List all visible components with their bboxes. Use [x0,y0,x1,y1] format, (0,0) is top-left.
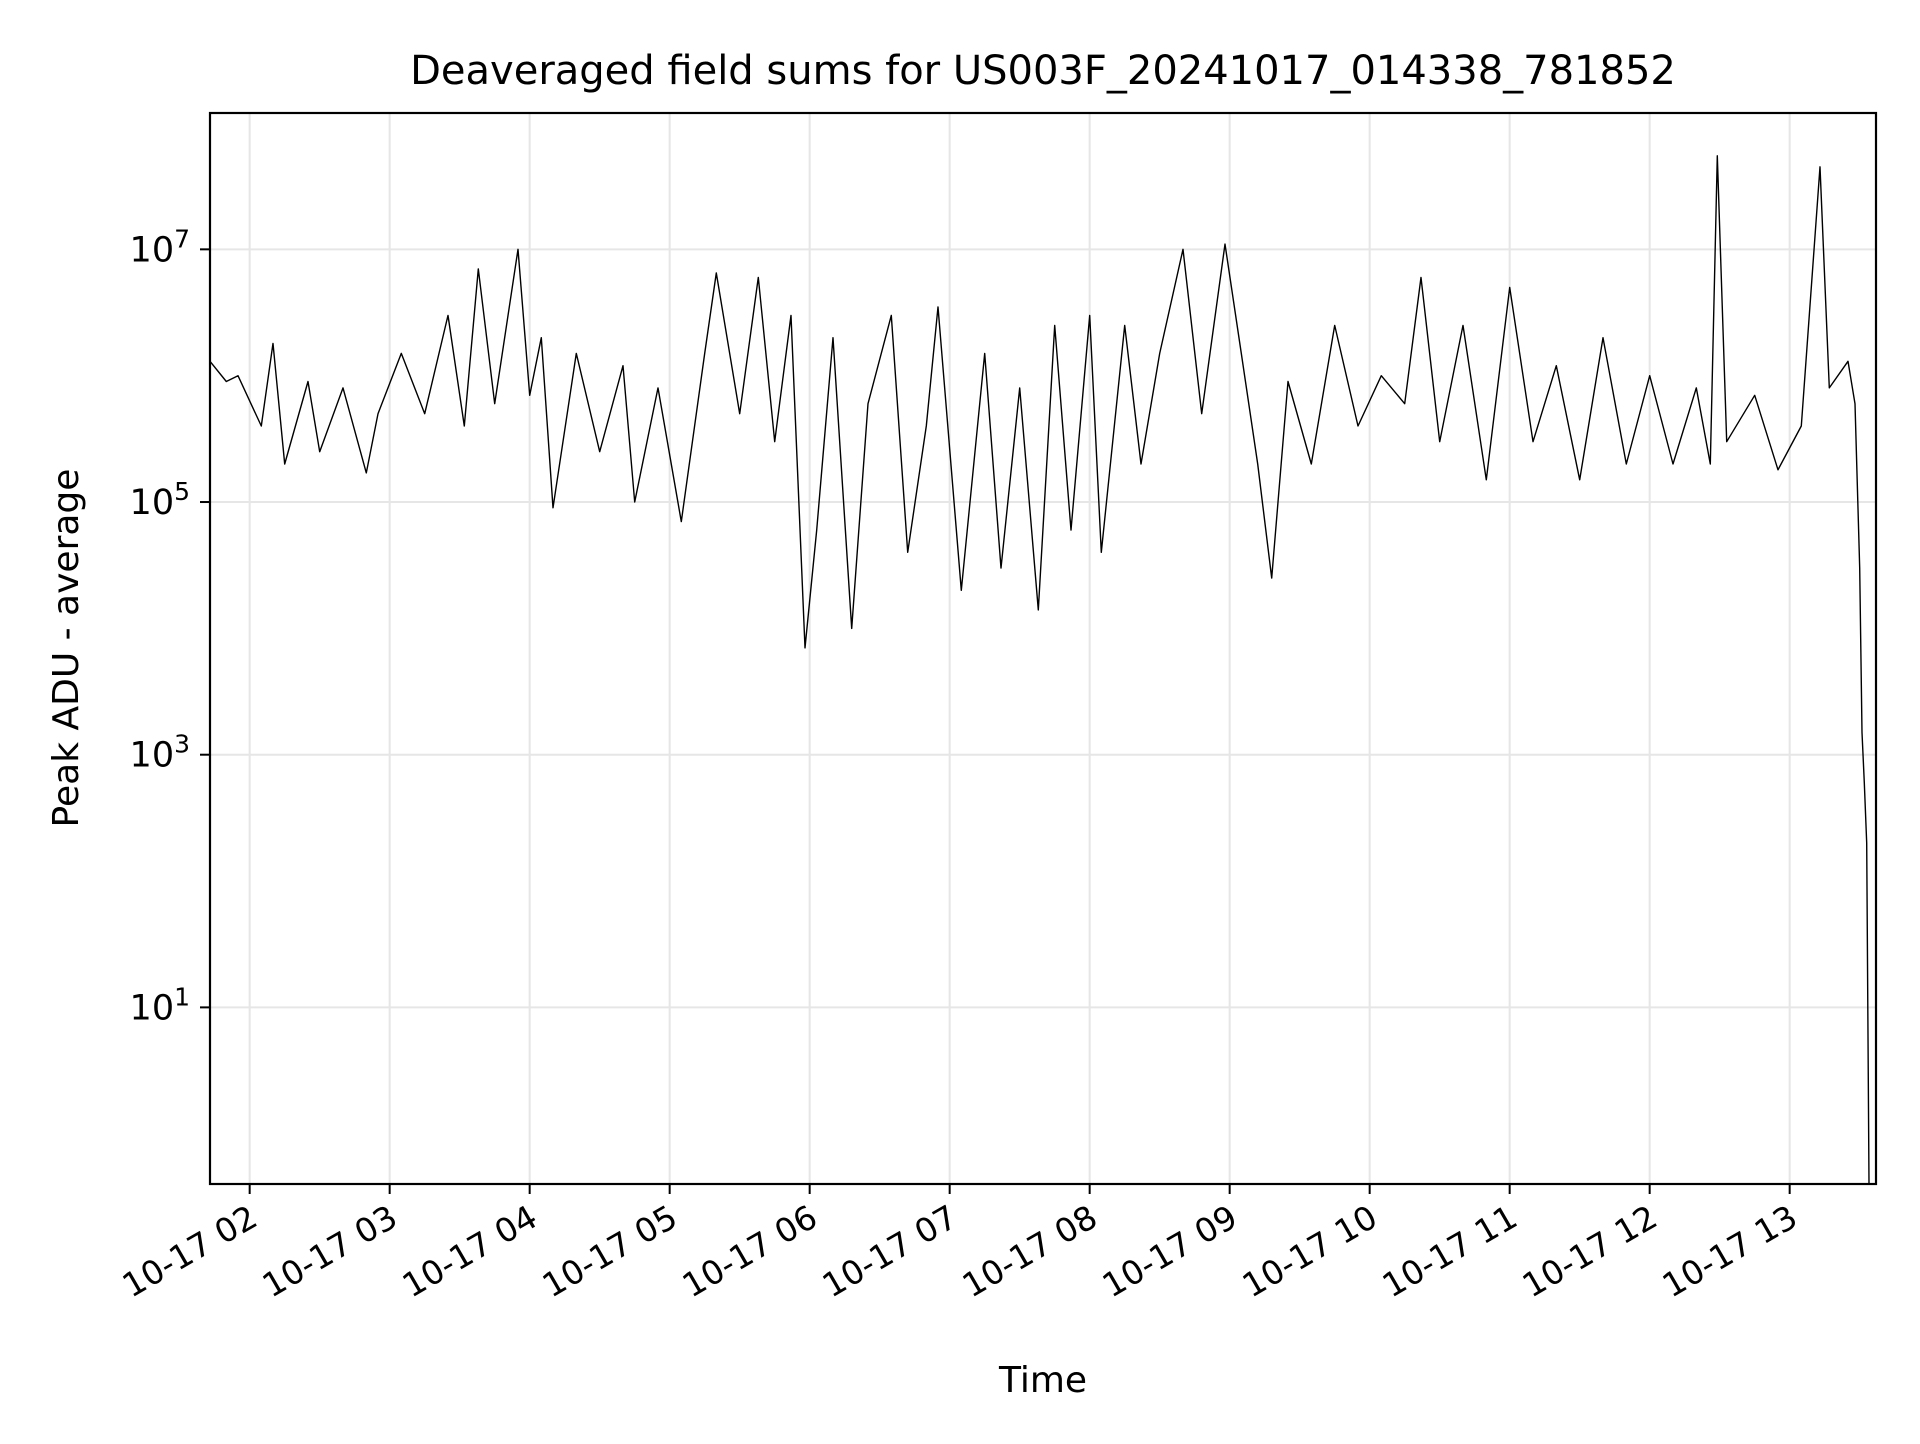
y-tick-exponent: 5 [174,477,190,506]
plot-frame [208,111,1878,1186]
y-tick-label: 105 [130,477,190,523]
y-tick-exponent: 3 [174,730,190,759]
y-tick-base: 10 [130,736,175,776]
series-line [209,155,1870,1185]
y-tick-exponent: 1 [174,982,190,1011]
gridlines [210,113,1876,1184]
y-tick-label: 103 [130,730,190,776]
y-tick-exponent: 7 [174,224,190,253]
series-layer [209,155,1870,1185]
y-tick-label: 101 [130,982,190,1028]
y-tick-base: 10 [130,230,175,270]
x-axis-label: Time [998,1360,1087,1401]
chart-title: Deaveraged field sums for US003F_2024101… [410,48,1676,94]
y-axis-label: Peak ADU - average [46,469,87,828]
y-tick-base: 10 [130,483,175,523]
y-tick-base: 10 [130,988,175,1028]
y-tick-label: 107 [130,224,190,270]
